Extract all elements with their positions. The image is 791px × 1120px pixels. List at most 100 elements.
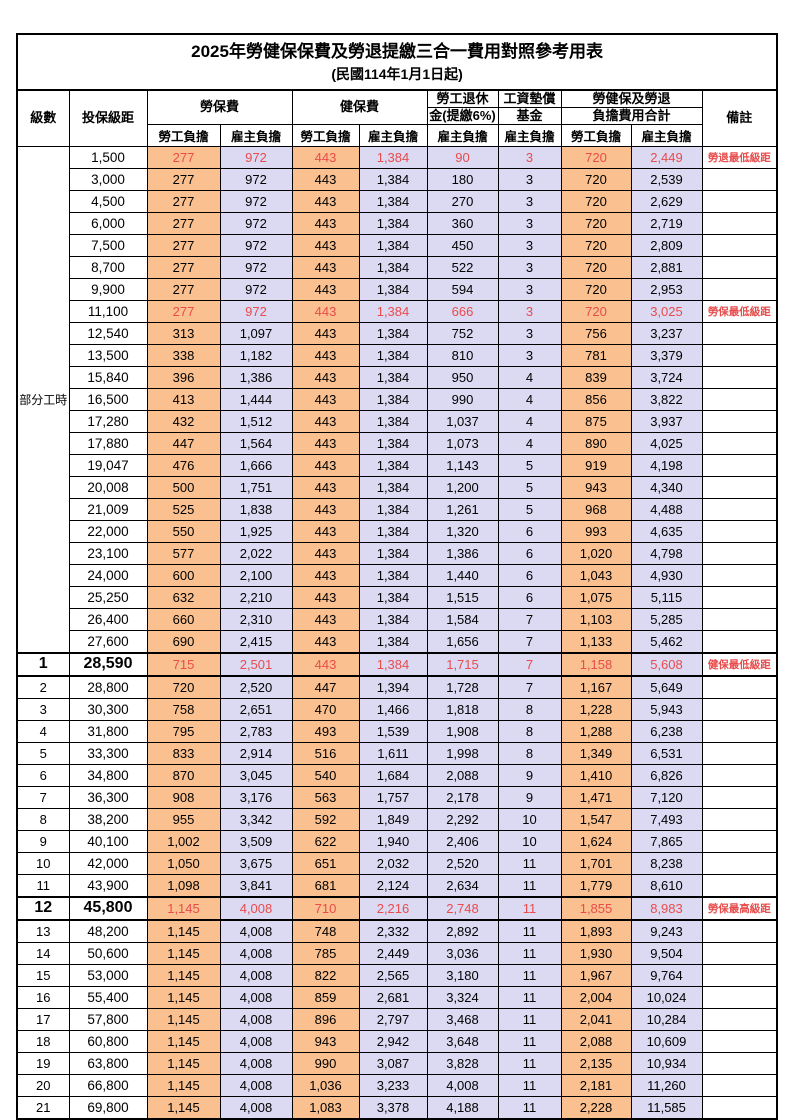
remark-cell	[701, 497, 778, 521]
insured-salary-bracket: 9,900	[68, 277, 148, 301]
table-row: 11,100 277 972 443 1,384 666 3 720 3,025 勞保最低級距	[17, 299, 778, 323]
health-employee-fee: 443	[291, 475, 360, 499]
wage-fund-employer-fee: 10	[497, 807, 562, 831]
health-employee-fee: 443	[291, 541, 360, 565]
header-pension-line1: 勞工退休	[426, 89, 499, 108]
pension-employer-fee: 1,440	[426, 563, 499, 587]
labor-employee-fee: 1,002	[146, 829, 221, 853]
pension-employer-fee: 2,520	[426, 851, 499, 875]
wage-fund-employer-fee: 11	[497, 1007, 562, 1031]
labor-employee-fee: 1,145	[146, 1007, 221, 1031]
total-employee-fee: 1,228	[560, 697, 632, 721]
total-employer-fee: 7,120	[630, 785, 703, 809]
health-employee-fee: 443	[291, 585, 360, 609]
level-number: 12	[16, 895, 70, 921]
pension-employer-fee: 1,200	[426, 475, 499, 499]
pension-employer-fee: 1,728	[426, 675, 499, 699]
remark-cell	[701, 807, 778, 831]
header-employee-share: 勞工負擔	[291, 123, 360, 147]
labor-employee-fee: 338	[146, 343, 221, 367]
total-employee-fee: 1,020	[560, 541, 632, 565]
table-row: 19 63,800 1,145 4,008 990 3,087 3,828 11 2,135 10…	[16, 1051, 778, 1075]
remark-cell: 健保最低級距	[701, 651, 778, 677]
total-employee-fee: 1,410	[560, 763, 632, 787]
header-wage-fund-line1: 工資墊償	[497, 89, 562, 108]
labor-employer-fee: 3,176	[219, 785, 293, 809]
total-employer-fee: 3,237	[630, 321, 703, 345]
health-employer-fee: 1,384	[358, 585, 428, 609]
wage-fund-employer-fee: 4	[497, 365, 562, 389]
total-employer-fee: 10,024	[630, 985, 703, 1009]
labor-employer-fee: 4,008	[219, 941, 293, 965]
total-employer-fee: 3,724	[630, 365, 703, 389]
health-employer-fee: 1,539	[358, 719, 428, 743]
table-row: 15,840 396 1,386 443 1,384 950 4 839 3,724	[17, 365, 778, 389]
table-row: 12,540 313 1,097 443 1,384 752 3 756 3,237	[17, 321, 778, 345]
remark-cell	[701, 873, 778, 898]
labor-employer-fee: 972	[219, 233, 293, 257]
level-number: 6	[16, 763, 70, 787]
insured-salary-bracket: 17,880	[68, 431, 148, 455]
health-employee-fee: 859	[291, 985, 360, 1009]
level-number: 7	[16, 785, 70, 809]
health-employee-fee: 443	[291, 629, 360, 654]
level-number: 13	[16, 919, 70, 943]
header-total-line2: 負擔費用合計	[560, 106, 703, 125]
labor-employee-fee: 908	[146, 785, 221, 809]
labor-employer-fee: 4,008	[219, 919, 293, 943]
header-health-insurance: 健保費	[291, 89, 428, 125]
insured-salary-bracket: 27,600	[68, 629, 148, 654]
remark-cell	[701, 167, 778, 191]
header-employer-share: 雇主負擔	[358, 123, 428, 147]
total-employer-fee: 3,937	[630, 409, 703, 433]
insured-salary-bracket: 31,800	[68, 719, 148, 743]
table-row: 20 66,800 1,145 4,008 1,036 3,233 4,008 11 2,181…	[16, 1073, 778, 1097]
labor-employee-fee: 690	[146, 629, 221, 654]
labor-employer-fee: 2,651	[219, 697, 293, 721]
wage-fund-employer-fee: 3	[497, 145, 562, 169]
table-row: 17,280 432 1,512 443 1,384 1,037 4 875 3,937	[17, 409, 778, 433]
remark-cell	[701, 629, 778, 654]
insured-salary-bracket: 26,400	[68, 607, 148, 631]
remark-cell	[701, 585, 778, 609]
pension-employer-fee: 1,073	[426, 431, 499, 455]
remark-cell	[701, 941, 778, 965]
health-employer-fee: 1,384	[358, 145, 428, 169]
pension-employer-fee: 450	[426, 233, 499, 257]
table-row: 8 38,200 955 3,342 592 1,849 2,292 10 1,547 7,493	[16, 807, 778, 831]
table-row: 16 55,400 1,145 4,008 859 2,681 3,324 11 2,004 10…	[16, 985, 778, 1009]
labor-employer-fee: 2,914	[219, 741, 293, 765]
table-row: 21 69,800 1,145 4,008 1,083 3,378 4,188 11 2,228…	[16, 1095, 778, 1120]
insured-salary-bracket: 17,280	[68, 409, 148, 433]
health-employer-fee: 1,384	[358, 497, 428, 521]
labor-employer-fee: 1,386	[219, 365, 293, 389]
total-employer-fee: 9,243	[630, 919, 703, 943]
table-row: 部分工時 1,500 277 972 443 1,384 90 3 720 2,449 勞退最低級距	[16, 145, 778, 654]
total-employee-fee: 2,088	[560, 1029, 632, 1053]
pension-employer-fee: 2,292	[426, 807, 499, 831]
pension-employer-fee: 1,908	[426, 719, 499, 743]
labor-employee-fee: 277	[146, 233, 221, 257]
wage-fund-employer-fee: 3	[497, 167, 562, 191]
health-employer-fee: 1,384	[358, 167, 428, 191]
insured-salary-bracket: 12,540	[68, 321, 148, 345]
pension-employer-fee: 1,320	[426, 519, 499, 543]
total-employee-fee: 1,133	[560, 629, 632, 654]
insured-salary-bracket: 36,300	[68, 785, 148, 809]
total-employer-fee: 5,608	[630, 651, 703, 677]
remark-cell	[701, 919, 778, 943]
health-employee-fee: 1,036	[291, 1073, 360, 1097]
health-employee-fee: 443	[291, 233, 360, 257]
total-employee-fee: 2,135	[560, 1051, 632, 1075]
total-employer-fee: 6,826	[630, 763, 703, 787]
labor-employer-fee: 2,783	[219, 719, 293, 743]
level-number: 1	[16, 651, 70, 677]
pension-employer-fee: 3,036	[426, 941, 499, 965]
insured-salary-bracket: 60,800	[68, 1029, 148, 1053]
health-employee-fee: 447	[291, 675, 360, 699]
table-row: 3 30,300 758 2,651 470 1,466 1,818 8 1,228 5,943	[16, 697, 778, 721]
pension-employer-fee: 990	[426, 387, 499, 411]
total-employer-fee: 8,610	[630, 873, 703, 898]
level-number: 15	[16, 963, 70, 987]
wage-fund-employer-fee: 5	[497, 497, 562, 521]
